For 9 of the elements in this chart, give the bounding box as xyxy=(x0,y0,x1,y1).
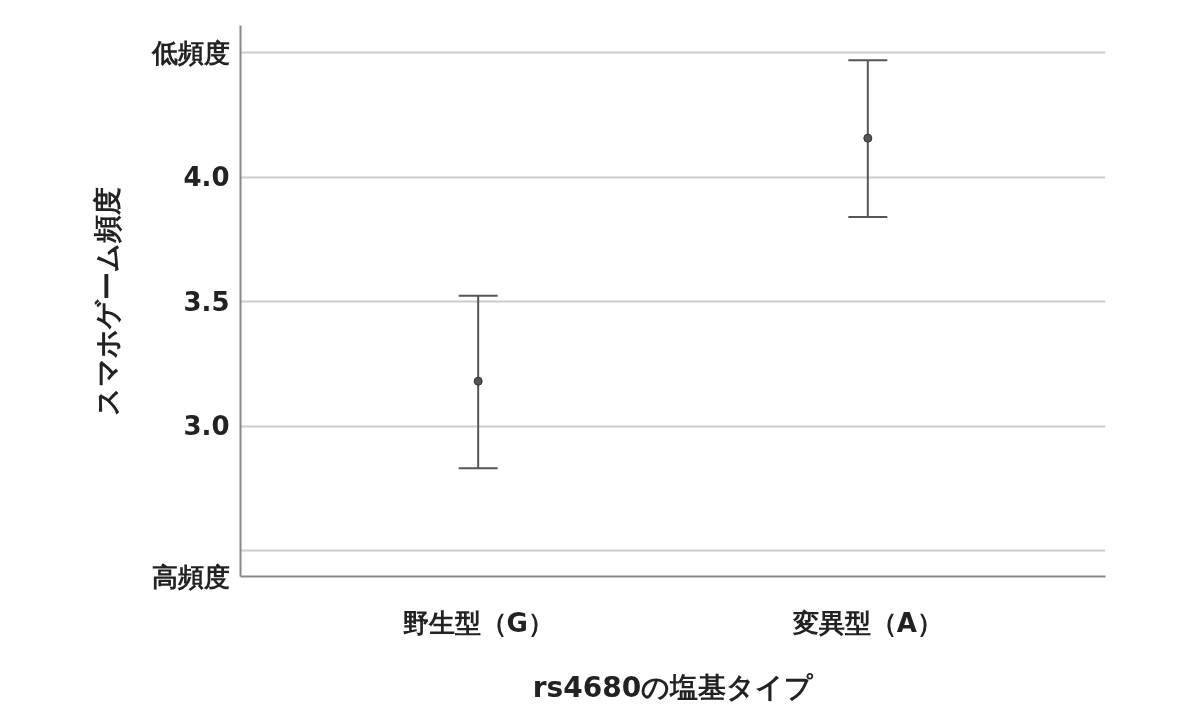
y-tick-label: 低頻度 xyxy=(150,37,230,68)
y-tick-label: 高頻度 xyxy=(151,561,230,592)
x-axis-title: rs4680の塩基タイプ xyxy=(532,670,815,704)
y-axis-title: スマホゲーム頻度 xyxy=(90,186,124,416)
y-tick-label: 4.0 xyxy=(183,162,230,193)
x-tick-label: 変異型（A） xyxy=(791,607,943,638)
y-tick-label: 3.5 xyxy=(183,286,230,317)
x-tick-label: 野生型（G） xyxy=(402,607,554,638)
y-tick-label: 3.0 xyxy=(183,411,230,441)
